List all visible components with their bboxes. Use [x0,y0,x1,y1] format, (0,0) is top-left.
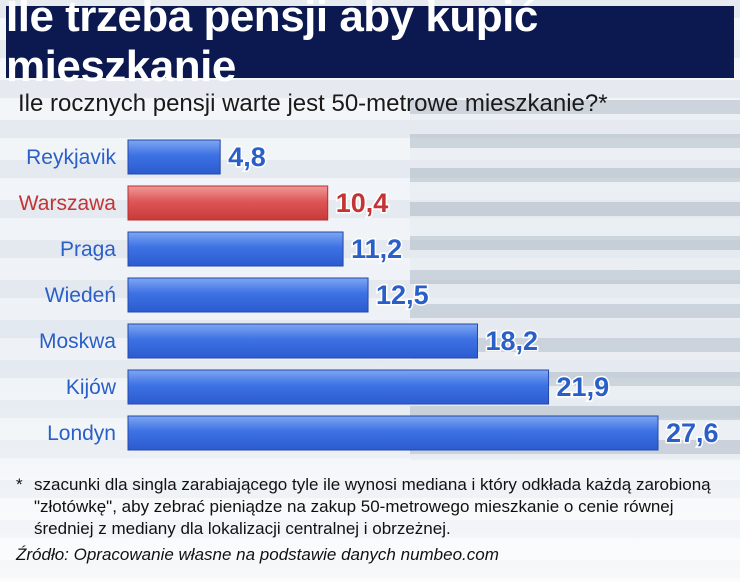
value-label: 12,5 [376,280,429,310]
title-banner: Ile trzeba pensji aby kupić mieszkanie [6,0,734,91]
bar-reykjavik [127,139,221,175]
chart-title: Ile trzeba pensji aby kupić mieszkanie [6,0,538,91]
bar-chart: Reykjavik 4,8 Warszawa 10,4 Praga 11,2 Wiedeń 1… [19,139,720,451]
category-label: Wiedeń [45,284,116,307]
bar-warszawa [127,185,329,221]
category-label: Moskwa [39,330,116,353]
category-label: Londyn [47,422,116,445]
bar-londyn [127,415,659,451]
category-label: Reykjavik [26,146,116,169]
category-label: Kijów [66,376,117,399]
bar-wiedeń [127,277,369,313]
value-label: 4,8 [228,142,266,172]
value-label: 11,2 [351,234,402,264]
footnote-text: szacunki dla singla zarabiającego tyle i… [34,475,711,538]
bar-praga [127,231,344,267]
category-label: Praga [60,238,116,261]
value-label: 21,9 [557,372,610,402]
source-note: Źródło: Opracowanie własne na podstawie … [16,545,499,564]
footnote-marker: * [16,475,23,494]
bar-moskwa [127,323,478,359]
category-label: Warszawa [19,192,117,215]
footnote: * szacunki dla singla zarabiającego tyle… [16,474,716,540]
value-label: 10,4 [336,188,389,218]
value-label: 27,6 [666,418,719,448]
bar-kijów [127,369,550,405]
chart-subtitle: Ile rocznych pensji warte jest 50-metrow… [18,90,608,117]
value-label: 18,2 [485,326,538,356]
